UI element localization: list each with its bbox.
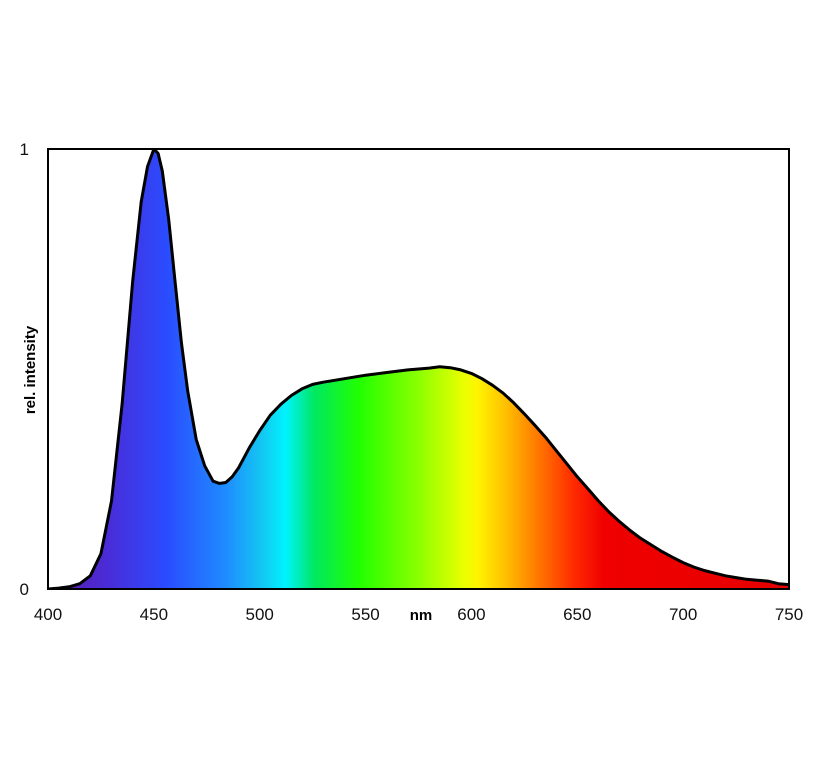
- spectrum-line: [48, 149, 789, 589]
- x-tick-labels: 400 450 500 550 600 650 700 750: [34, 605, 803, 624]
- y-axis-label: rel. intensity: [22, 325, 39, 414]
- x-tick-label: 700: [669, 605, 697, 624]
- x-axis-label: nm: [410, 607, 433, 624]
- x-tick-label: 400: [34, 605, 62, 624]
- x-tick-label: 750: [775, 605, 803, 624]
- y-tick-label: 0: [20, 580, 29, 599]
- x-tick-label: 650: [563, 605, 591, 624]
- plot-frame: [47, 148, 790, 590]
- y-tick-labels: 01: [20, 140, 29, 599]
- x-tick-label: 600: [457, 605, 485, 624]
- x-tick-label: 450: [140, 605, 168, 624]
- x-tick-label: 500: [246, 605, 274, 624]
- x-tick-label: 550: [351, 605, 379, 624]
- spectrum-line-layer: [48, 149, 789, 589]
- y-tick-label: 1: [20, 140, 29, 159]
